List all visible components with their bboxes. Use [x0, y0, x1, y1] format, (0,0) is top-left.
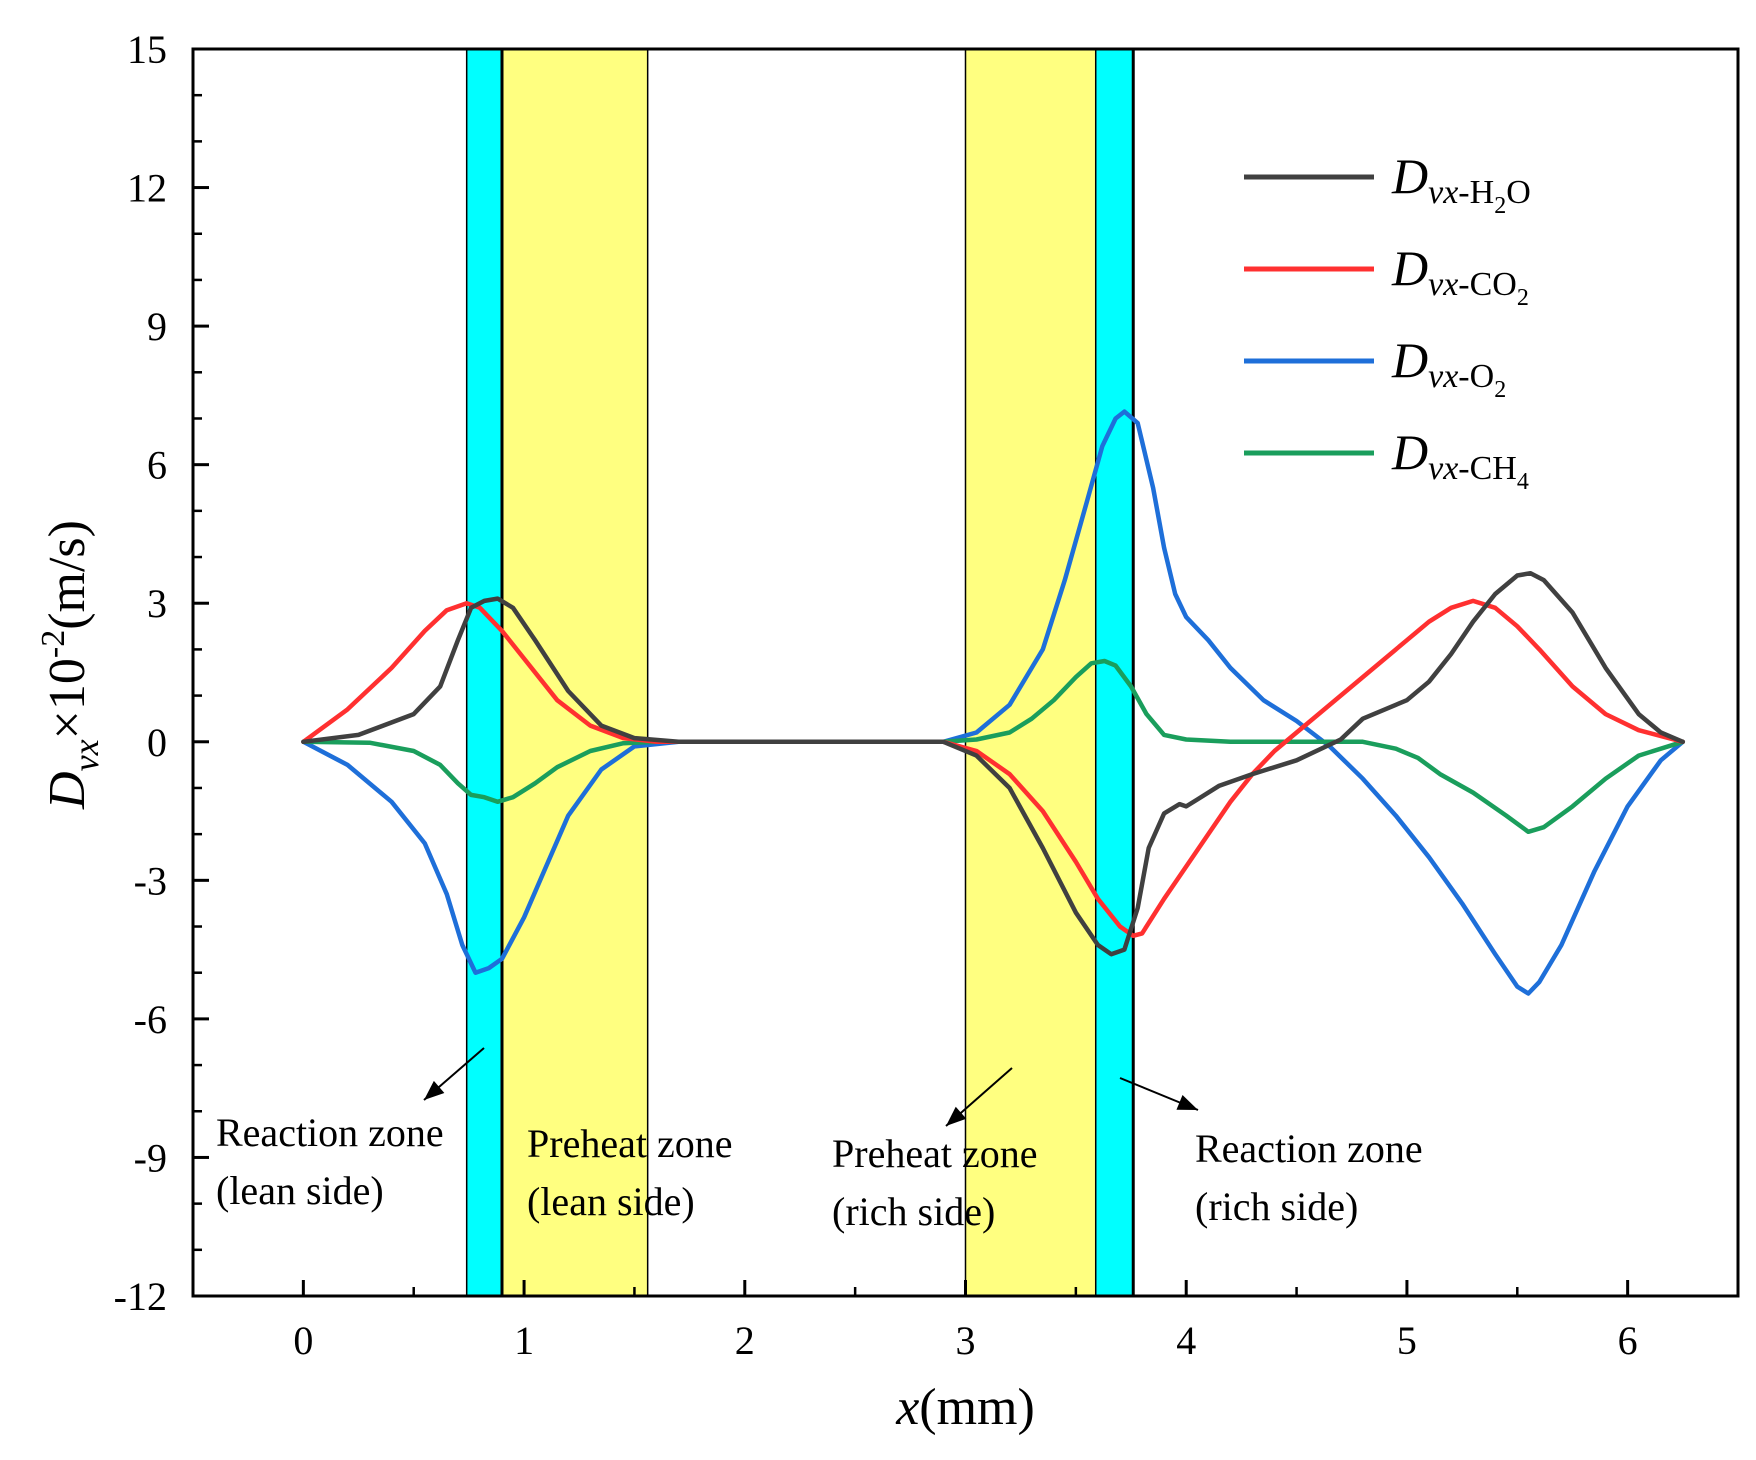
- y-axis-variable: D: [39, 771, 96, 810]
- legend-species-subscript: 4: [1517, 469, 1529, 495]
- y-tick-label: 15: [127, 27, 167, 72]
- x-tick-label: 5: [1397, 1318, 1417, 1363]
- legend-label-CH4: Dvx-CH4: [1391, 424, 1529, 495]
- zone-label-2-line-0: Preheat zone: [832, 1131, 1037, 1176]
- zone-band-borders: [465, 49, 1135, 1296]
- zone-label-3-line-0: Reaction zone: [1195, 1126, 1423, 1171]
- zone-label-1-line-0: Preheat zone: [527, 1121, 732, 1166]
- zone-label-0-line-1: (lean side): [216, 1168, 384, 1213]
- legend-species: O: [1506, 174, 1531, 211]
- y-tick-label: 12: [127, 166, 167, 211]
- y-axis-subscript: vx: [66, 739, 106, 771]
- x-tick-label: 1: [514, 1318, 534, 1363]
- zone-arrows: [423, 1047, 1199, 1127]
- legend-species: CO: [1470, 266, 1517, 303]
- legend-label-O2: Dvx-O2: [1391, 332, 1506, 403]
- legend-label-H2O: Dvx-H2O: [1391, 148, 1531, 219]
- legend-symbol: D: [1391, 424, 1428, 480]
- y-tick-label: 6: [147, 443, 167, 488]
- y-tick-label: -12: [114, 1274, 167, 1319]
- legend-species-subscript: 2: [1494, 377, 1506, 403]
- x-tick-label: 0: [293, 1318, 313, 1363]
- legend-species: CH: [1470, 450, 1517, 487]
- zone-label-2-line-1: (rich side): [832, 1189, 995, 1234]
- legend-subscript: vx: [1428, 450, 1458, 487]
- legend-dash: -: [1458, 358, 1469, 395]
- zone-bands: [466, 49, 1134, 1296]
- zone-label-0-line-0: Reaction zone: [216, 1110, 444, 1155]
- legend-subscript: vx: [1428, 174, 1458, 211]
- legend-species: H: [1470, 174, 1495, 211]
- y-tick-label: 3: [147, 581, 167, 626]
- zone-label-3-line-1: (rich side): [1195, 1184, 1358, 1229]
- y-axis-unit: (m/s): [39, 520, 96, 630]
- x-axis-unit: (mm): [919, 1379, 1035, 1436]
- legend-species-subscript: 2: [1494, 193, 1506, 219]
- axis-titles: x(mm) Dvx×10-2(m/s): [35, 520, 1035, 1436]
- legend-dash: -: [1458, 450, 1469, 487]
- y-tick-label: 0: [147, 720, 167, 765]
- legend-symbol: D: [1391, 148, 1428, 204]
- legend-dash: -: [1458, 266, 1469, 303]
- zone-band-0: [466, 49, 502, 1296]
- legend-species: O: [1470, 358, 1495, 395]
- legend-species-subscript: 2: [1517, 285, 1529, 311]
- zone-arrow-head-0: [424, 1080, 445, 1100]
- y-tick-label: -6: [134, 997, 167, 1042]
- y-tick-label: -3: [134, 858, 167, 903]
- y-axis-multiplier: ×10: [39, 658, 96, 739]
- y-axis-exponent: -2: [35, 630, 72, 658]
- legend-label-CO2: Dvx-CO2: [1391, 240, 1529, 311]
- x-tick-label: 4: [1176, 1318, 1196, 1363]
- series-line-O2: [301, 409, 1686, 996]
- x-tick-label: 2: [735, 1318, 755, 1363]
- y-axis-title: Dvx×10-2(m/s): [35, 520, 106, 810]
- axis-ticks: [191, 47, 1740, 1298]
- legend-dash: -: [1458, 174, 1469, 211]
- y-tick-label: 9: [147, 304, 167, 349]
- x-axis-variable: x: [895, 1379, 919, 1436]
- x-tick-label: 6: [1618, 1318, 1638, 1363]
- legend-symbol: D: [1391, 240, 1428, 296]
- zone-annotations: Reaction zone (lean side) Preheat zone (lea…: [216, 1110, 1423, 1234]
- zone-band-3: [1095, 49, 1134, 1296]
- series-line-CO2: [301, 598, 1686, 939]
- series-lines: [301, 409, 1686, 996]
- x-tick-label: 3: [956, 1318, 976, 1363]
- zone-label-1-line-1: (lean side): [527, 1179, 695, 1224]
- zone-band-1: [502, 49, 648, 1296]
- x-axis-title: x(mm): [895, 1379, 1035, 1436]
- legend-subscript: vx: [1428, 358, 1458, 395]
- y-tick-label: -9: [134, 1135, 167, 1180]
- zone-arrow-head-2: [1176, 1095, 1198, 1110]
- legend-subscript: vx: [1428, 266, 1458, 303]
- series-line-CH4: [301, 658, 1686, 835]
- legend-symbol: D: [1391, 332, 1428, 388]
- series-line-H2O: [301, 570, 1686, 957]
- zone-arrow-head-1: [946, 1106, 967, 1126]
